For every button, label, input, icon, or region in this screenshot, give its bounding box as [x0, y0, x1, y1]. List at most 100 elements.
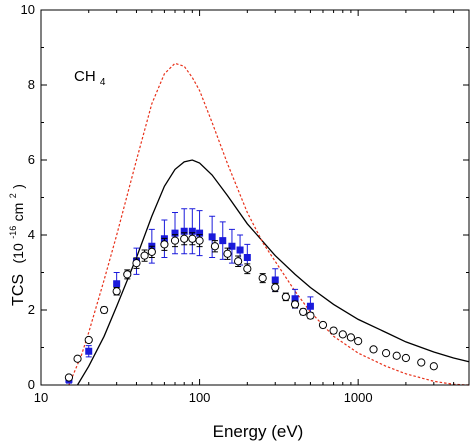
circle-point [123, 269, 132, 280]
circle-point [258, 273, 267, 284]
circle-point [401, 353, 410, 363]
square-marker [219, 237, 227, 245]
molecule-annotation: CH 4 [74, 68, 106, 88]
circle-marker [234, 257, 243, 266]
circle-point [290, 300, 300, 309]
square-marker [291, 295, 299, 303]
circle-marker [329, 326, 338, 335]
x-tick-label: 10 [34, 390, 48, 405]
circle-point [306, 311, 315, 320]
square-marker [243, 254, 251, 261]
square-point [208, 215, 216, 258]
circle-point [417, 358, 426, 367]
plot-frame [40, 9, 470, 386]
circle-marker [64, 373, 74, 382]
x-axis-label: Energy (eV) [213, 422, 304, 441]
circle-marker [290, 300, 300, 309]
circle-marker [271, 283, 280, 292]
y-axis-label: TCS (10 -16 cm 2 ) [3, 184, 27, 306]
circle-point [392, 351, 401, 360]
y-tick-label: 0 [28, 377, 35, 392]
dotted-curve [68, 62, 470, 386]
x-tick-label: 100 [189, 390, 211, 405]
circle-point [188, 232, 197, 246]
y-label-unit-sq: 2 [8, 193, 18, 198]
circle-point [346, 333, 356, 342]
circle-marker [318, 320, 328, 330]
curves-layer [68, 62, 470, 386]
square-point [219, 221, 227, 260]
axis-ticks: 10 100 1000 0 2 4 6 8 10 [21, 2, 469, 405]
y-label-unit-open: (10 [10, 243, 26, 263]
square-marker [113, 280, 121, 288]
circle-point [354, 337, 363, 346]
square-point [188, 208, 196, 255]
circle-marker [281, 292, 290, 301]
square-marker [188, 227, 196, 235]
circle-marker [147, 247, 156, 256]
circle-marker [392, 351, 401, 360]
circle-point [160, 237, 169, 251]
circle-marker [299, 307, 308, 316]
circle-point [223, 247, 232, 260]
y-label-unit-close: ) [10, 184, 26, 189]
circle-point [64, 373, 74, 382]
circle-point [112, 287, 121, 296]
circle-marker [258, 274, 267, 283]
square-point [228, 228, 236, 264]
y-label-unit-mid: cm [10, 203, 26, 222]
circle-point [170, 234, 180, 248]
y-tick-label: 10 [21, 2, 35, 17]
circle-point [329, 326, 338, 335]
circle-point [338, 330, 347, 339]
square-marker [228, 242, 236, 250]
circle-point [243, 263, 252, 275]
solid-curve [76, 159, 470, 386]
circle-marker [188, 234, 197, 243]
square-marker [196, 229, 204, 237]
circle-point [429, 362, 438, 371]
square-marker [236, 246, 244, 254]
circle-point [140, 249, 149, 262]
circle-point [210, 240, 220, 253]
y-tick-label: 4 [28, 227, 35, 242]
annotation-text: CH [74, 68, 96, 85]
x-tick-label: 1000 [344, 390, 373, 405]
circle-marker [84, 335, 93, 345]
circle-marker [140, 251, 149, 260]
circle-marker [160, 240, 169, 249]
circle-marker [180, 234, 189, 243]
square-marker [85, 347, 93, 355]
circle-point [84, 335, 93, 345]
circle-marker [170, 236, 180, 245]
circle-marker [338, 330, 347, 339]
circle-point [180, 232, 189, 246]
circle-point [271, 282, 280, 293]
annotation-subscript: 4 [100, 77, 106, 88]
y-tick-label: 8 [28, 77, 35, 92]
square-marker [271, 276, 279, 284]
circle-point [147, 245, 156, 258]
circle-marker [210, 242, 220, 251]
circle-marker [73, 354, 82, 363]
circle-marker [100, 305, 109, 315]
square-marker [306, 302, 314, 310]
circle-marker [354, 337, 363, 346]
circle-marker [112, 287, 121, 296]
circle-marker [132, 259, 141, 268]
circle-marker [417, 358, 426, 367]
circle-marker [346, 333, 356, 342]
square-point [171, 212, 179, 255]
circle-point [234, 255, 243, 267]
square-marker [208, 233, 216, 241]
circle-marker [195, 236, 204, 245]
y-label-main: TCS [10, 274, 27, 306]
markers-layer [64, 208, 438, 384]
circle-marker [381, 349, 391, 358]
square-point [196, 210, 204, 257]
circle-marker [369, 345, 378, 354]
square-point [180, 208, 188, 255]
circle-point [100, 305, 109, 315]
circle-point [318, 320, 328, 330]
